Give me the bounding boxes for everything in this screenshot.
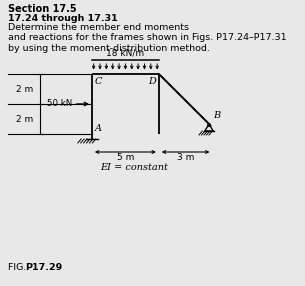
Text: 17.24 through 17.31: 17.24 through 17.31 bbox=[8, 14, 118, 23]
Text: P17.29: P17.29 bbox=[25, 263, 62, 272]
Text: FIG.: FIG. bbox=[8, 263, 30, 272]
Text: 2 m: 2 m bbox=[16, 84, 34, 94]
Text: 50 kN: 50 kN bbox=[47, 100, 72, 108]
Text: Determine the member end moments
and reactions for the frames shown in Figs. P17: Determine the member end moments and rea… bbox=[8, 23, 287, 53]
Text: 5 m: 5 m bbox=[117, 153, 134, 162]
Text: A: A bbox=[95, 124, 102, 133]
Text: C: C bbox=[95, 77, 102, 86]
Text: 3 m: 3 m bbox=[177, 153, 194, 162]
Text: B: B bbox=[213, 111, 220, 120]
Text: Section 17.5: Section 17.5 bbox=[8, 4, 77, 14]
Text: 18 kN/m: 18 kN/m bbox=[106, 49, 145, 58]
Text: 2 m: 2 m bbox=[16, 114, 34, 124]
Text: D: D bbox=[149, 77, 156, 86]
Text: EI = constant: EI = constant bbox=[100, 163, 168, 172]
